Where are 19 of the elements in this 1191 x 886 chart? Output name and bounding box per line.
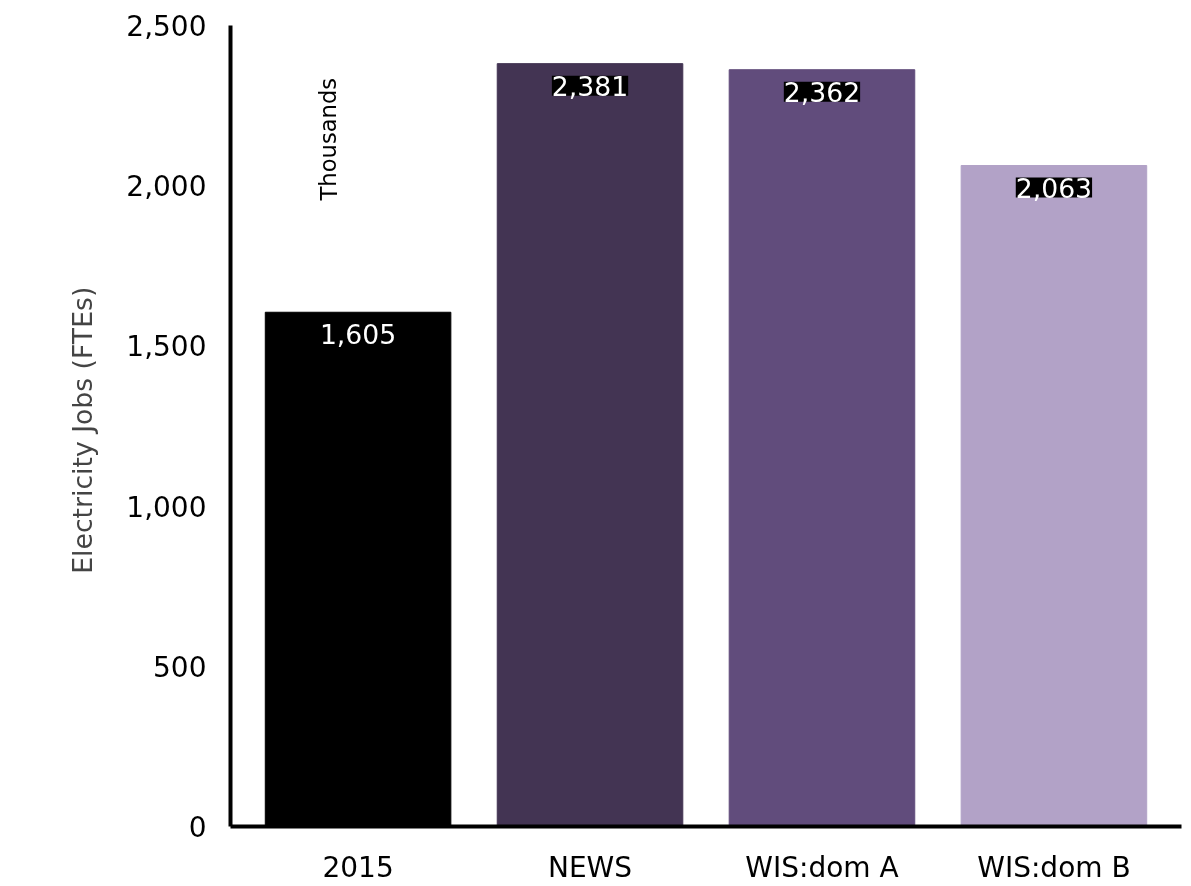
data-label: 1,605 (319, 319, 397, 351)
x-tick-label: NEWS (547, 850, 633, 884)
y-tick-label: 0 (188, 811, 207, 844)
bar (960, 165, 1148, 827)
y-tick-label: 500 (153, 650, 207, 684)
x-tick-label: WIS:dom B (977, 850, 1131, 884)
bar (496, 63, 684, 827)
bar (728, 69, 916, 827)
x-tick-label: 2015 (322, 850, 394, 884)
y-tick-label: 1,000 (126, 490, 207, 524)
data-label: 2,063 (1015, 172, 1093, 204)
annotation: Thousands (315, 77, 342, 202)
y-axis-title: Electricity Jobs (FTEs) (67, 286, 99, 574)
y-tick-label: 2,000 (126, 170, 207, 204)
data-label: 2,362 (783, 76, 861, 108)
y-tick-label: 2,500 (126, 10, 207, 43)
y-tick-label: 1,500 (126, 330, 207, 364)
data-label: 2,381 (551, 70, 629, 102)
x-tick-label: WIS:dom A (745, 850, 899, 884)
